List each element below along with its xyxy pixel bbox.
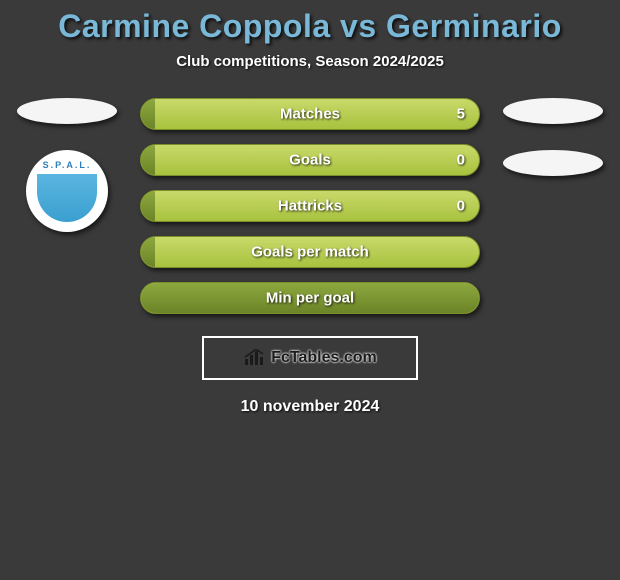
stat-row-gpm: Goals per match — [140, 236, 480, 268]
bar-chart-icon — [243, 349, 265, 367]
date-text: 10 november 2024 — [0, 398, 620, 416]
stat-label: Matches — [280, 106, 340, 123]
badge-text: S.P.A.L. — [43, 160, 92, 170]
stat-value: 0 — [457, 198, 465, 215]
stat-label: Hattricks — [278, 198, 342, 215]
stat-fill — [141, 145, 155, 175]
badge-shield-icon — [37, 174, 97, 222]
right-column — [498, 98, 608, 202]
subtitle: Club competitions, Season 2024/2025 — [0, 53, 620, 70]
stat-label: Min per goal — [266, 290, 354, 307]
brand-box: FcTables.com — [202, 336, 418, 380]
player-avatar-left — [17, 98, 117, 124]
stats-column: Matches 5 Goals 0 Hattricks 0 Goals per … — [140, 98, 480, 314]
player-avatar-right — [503, 98, 603, 124]
stat-fill — [141, 99, 155, 129]
stat-value: 5 — [457, 106, 465, 123]
stat-row-matches: Matches 5 — [140, 98, 480, 130]
club-badge-left: S.P.A.L. — [26, 150, 108, 232]
left-column: S.P.A.L. — [12, 98, 122, 232]
stat-fill — [141, 191, 155, 221]
brand-text: FcTables.com — [271, 349, 377, 367]
stat-fill — [141, 237, 155, 267]
club-badge-right-placeholder — [503, 150, 603, 176]
page-title: Carmine Coppola vs Germinario — [0, 8, 620, 45]
stat-row-goals: Goals 0 — [140, 144, 480, 176]
stat-value: 0 — [457, 152, 465, 169]
stat-row-hattricks: Hattricks 0 — [140, 190, 480, 222]
stat-label: Goals per match — [251, 244, 369, 261]
root: Carmine Coppola vs Germinario Club compe… — [0, 0, 620, 416]
stat-label: Goals — [289, 152, 331, 169]
stat-row-mpg: Min per goal — [140, 282, 480, 314]
main-row: S.P.A.L. Matches 5 Goals 0 Hattricks 0 — [0, 98, 620, 314]
